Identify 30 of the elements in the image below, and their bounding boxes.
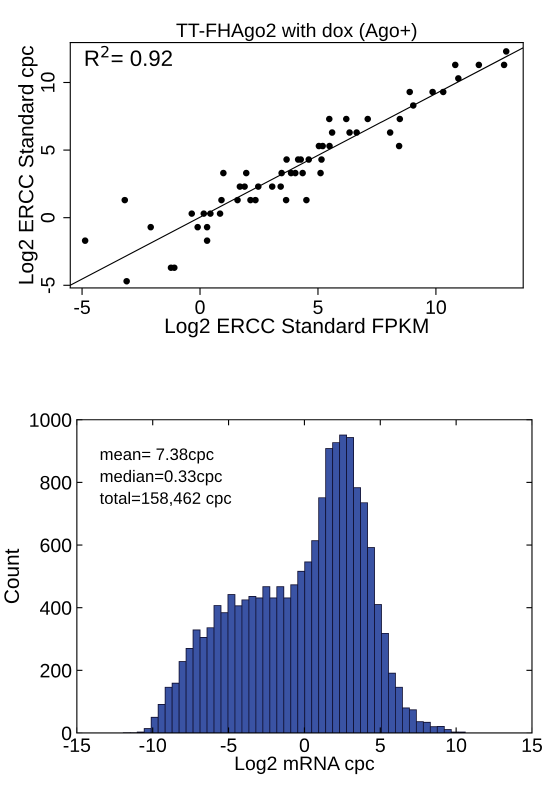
x-tick-label: 0 xyxy=(195,300,205,314)
x-tick-label: 10 xyxy=(446,738,466,752)
annotation: mean= 7.38cpc xyxy=(100,448,214,464)
x-tick-label: 5 xyxy=(376,738,385,752)
x-tick-label: -5 xyxy=(220,738,236,752)
annotation: total=158,462 cpc xyxy=(100,492,232,508)
y-tick-label: 10 xyxy=(40,72,55,92)
y-tick-label: 800 xyxy=(40,476,72,490)
y-tick-label: 400 xyxy=(40,601,72,615)
chart-title: TT-FHAgo2 with dox (Ago+) xyxy=(176,22,416,42)
x-tick-label: -10 xyxy=(140,738,166,752)
annotation: median=0.33cpc xyxy=(100,470,222,486)
x-axis-title: Log2 ERCC Standard FPKM xyxy=(166,318,428,338)
annotation: R$^{2}$= 0.92 xyxy=(86,46,172,66)
x-tick-label: -5 xyxy=(74,300,90,314)
y-tick-label: 0 xyxy=(62,726,72,740)
y-tick-label: -5 xyxy=(41,277,55,294)
x-tick-label: -15 xyxy=(64,738,90,752)
x-tick-label: 15 xyxy=(522,738,542,752)
x-axis-title: Log2 mRNA cpc xyxy=(236,756,374,774)
y-tick-label: 0 xyxy=(40,213,55,222)
y-axis-title: Log2 ERCC Standard cpc xyxy=(18,46,38,284)
y-axis-title: Count xyxy=(4,548,20,604)
x-tick-label: 0 xyxy=(300,738,310,752)
y-tick-label: 600 xyxy=(40,538,72,552)
x-tick-label: 10 xyxy=(426,300,446,314)
y-tick-label: 1000 xyxy=(30,413,72,427)
y-tick-label: 5 xyxy=(41,145,55,155)
y-tick-label: 200 xyxy=(40,664,72,678)
x-tick-label: 5 xyxy=(313,300,323,314)
